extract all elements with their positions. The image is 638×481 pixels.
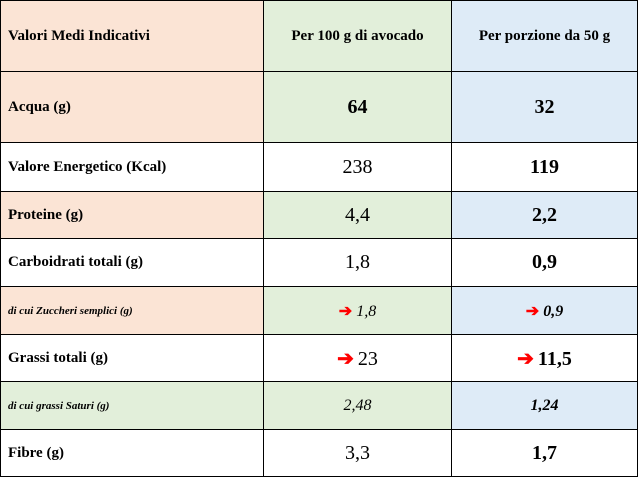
header-per100-cell: Per 100 g di avocado bbox=[263, 0, 452, 72]
portion-value: 32 bbox=[451, 71, 638, 143]
arrow-icon: ➔ bbox=[525, 302, 540, 320]
arrow-icon: ➔ bbox=[517, 347, 534, 370]
header-row: Valori Medi Indicativi Per 100 g di avoc… bbox=[0, 0, 638, 72]
per100-value: 2,48 bbox=[263, 381, 452, 430]
per100-value: ➔ 1,8 bbox=[263, 286, 452, 335]
header-portion-cell: Per porzione da 50 g bbox=[451, 0, 638, 72]
per100-value: 64 bbox=[263, 71, 452, 143]
row-label: Valore Energetico (Kcal) bbox=[0, 142, 264, 192]
row-label: Grassi totali (g) bbox=[0, 334, 264, 382]
per100-value: 3,3 bbox=[263, 429, 452, 477]
row-label: di cui grassi Saturi (g) bbox=[0, 381, 264, 430]
portion-value: 2,2 bbox=[451, 191, 638, 239]
header-label-cell: Valori Medi Indicativi bbox=[0, 0, 264, 72]
row-label: Fibre (g) bbox=[0, 429, 264, 477]
portion-value: 1,24 bbox=[451, 381, 638, 430]
table-row: di cui Zuccheri semplici (g) ➔ 1,8 ➔ 0,9 bbox=[0, 286, 638, 335]
row-label: Carboidrati totali (g) bbox=[0, 238, 264, 287]
per100-value: ➔ 23 bbox=[263, 334, 452, 382]
row-label: Proteine (g) bbox=[0, 191, 264, 239]
per100-value: 238 bbox=[263, 142, 452, 192]
table-row: Grassi totali (g) ➔ 23 ➔ 11,5 bbox=[0, 334, 638, 382]
row-label: Acqua (g) bbox=[0, 71, 264, 143]
portion-value: 0,9 bbox=[451, 238, 638, 287]
row-label: di cui Zuccheri semplici (g) bbox=[0, 286, 264, 335]
per100-value: 1,8 bbox=[263, 238, 452, 287]
table-row: Acqua (g) 64 32 bbox=[0, 71, 638, 143]
table-row: Carboidrati totali (g) 1,8 0,9 bbox=[0, 238, 638, 287]
per100-value: 4,4 bbox=[263, 191, 452, 239]
portion-value: 1,7 bbox=[451, 429, 638, 477]
portion-value: ➔ 11,5 bbox=[451, 334, 638, 382]
value-text: 0,9 bbox=[543, 302, 564, 320]
arrow-icon: ➔ bbox=[337, 347, 354, 370]
table-row: Valore Energetico (Kcal) 238 119 bbox=[0, 142, 638, 192]
table-row: Fibre (g) 3,3 1,7 bbox=[0, 429, 638, 477]
value-text: 1,8 bbox=[356, 302, 377, 320]
portion-value: ➔ 0,9 bbox=[451, 286, 638, 335]
arrow-icon: ➔ bbox=[338, 302, 353, 320]
portion-value: 119 bbox=[451, 142, 638, 192]
value-text: 23 bbox=[357, 347, 378, 370]
table-row: di cui grassi Saturi (g) 2,48 1,24 bbox=[0, 381, 638, 430]
value-text: 11,5 bbox=[537, 347, 572, 370]
table-row: Proteine (g) 4,4 2,2 bbox=[0, 191, 638, 239]
